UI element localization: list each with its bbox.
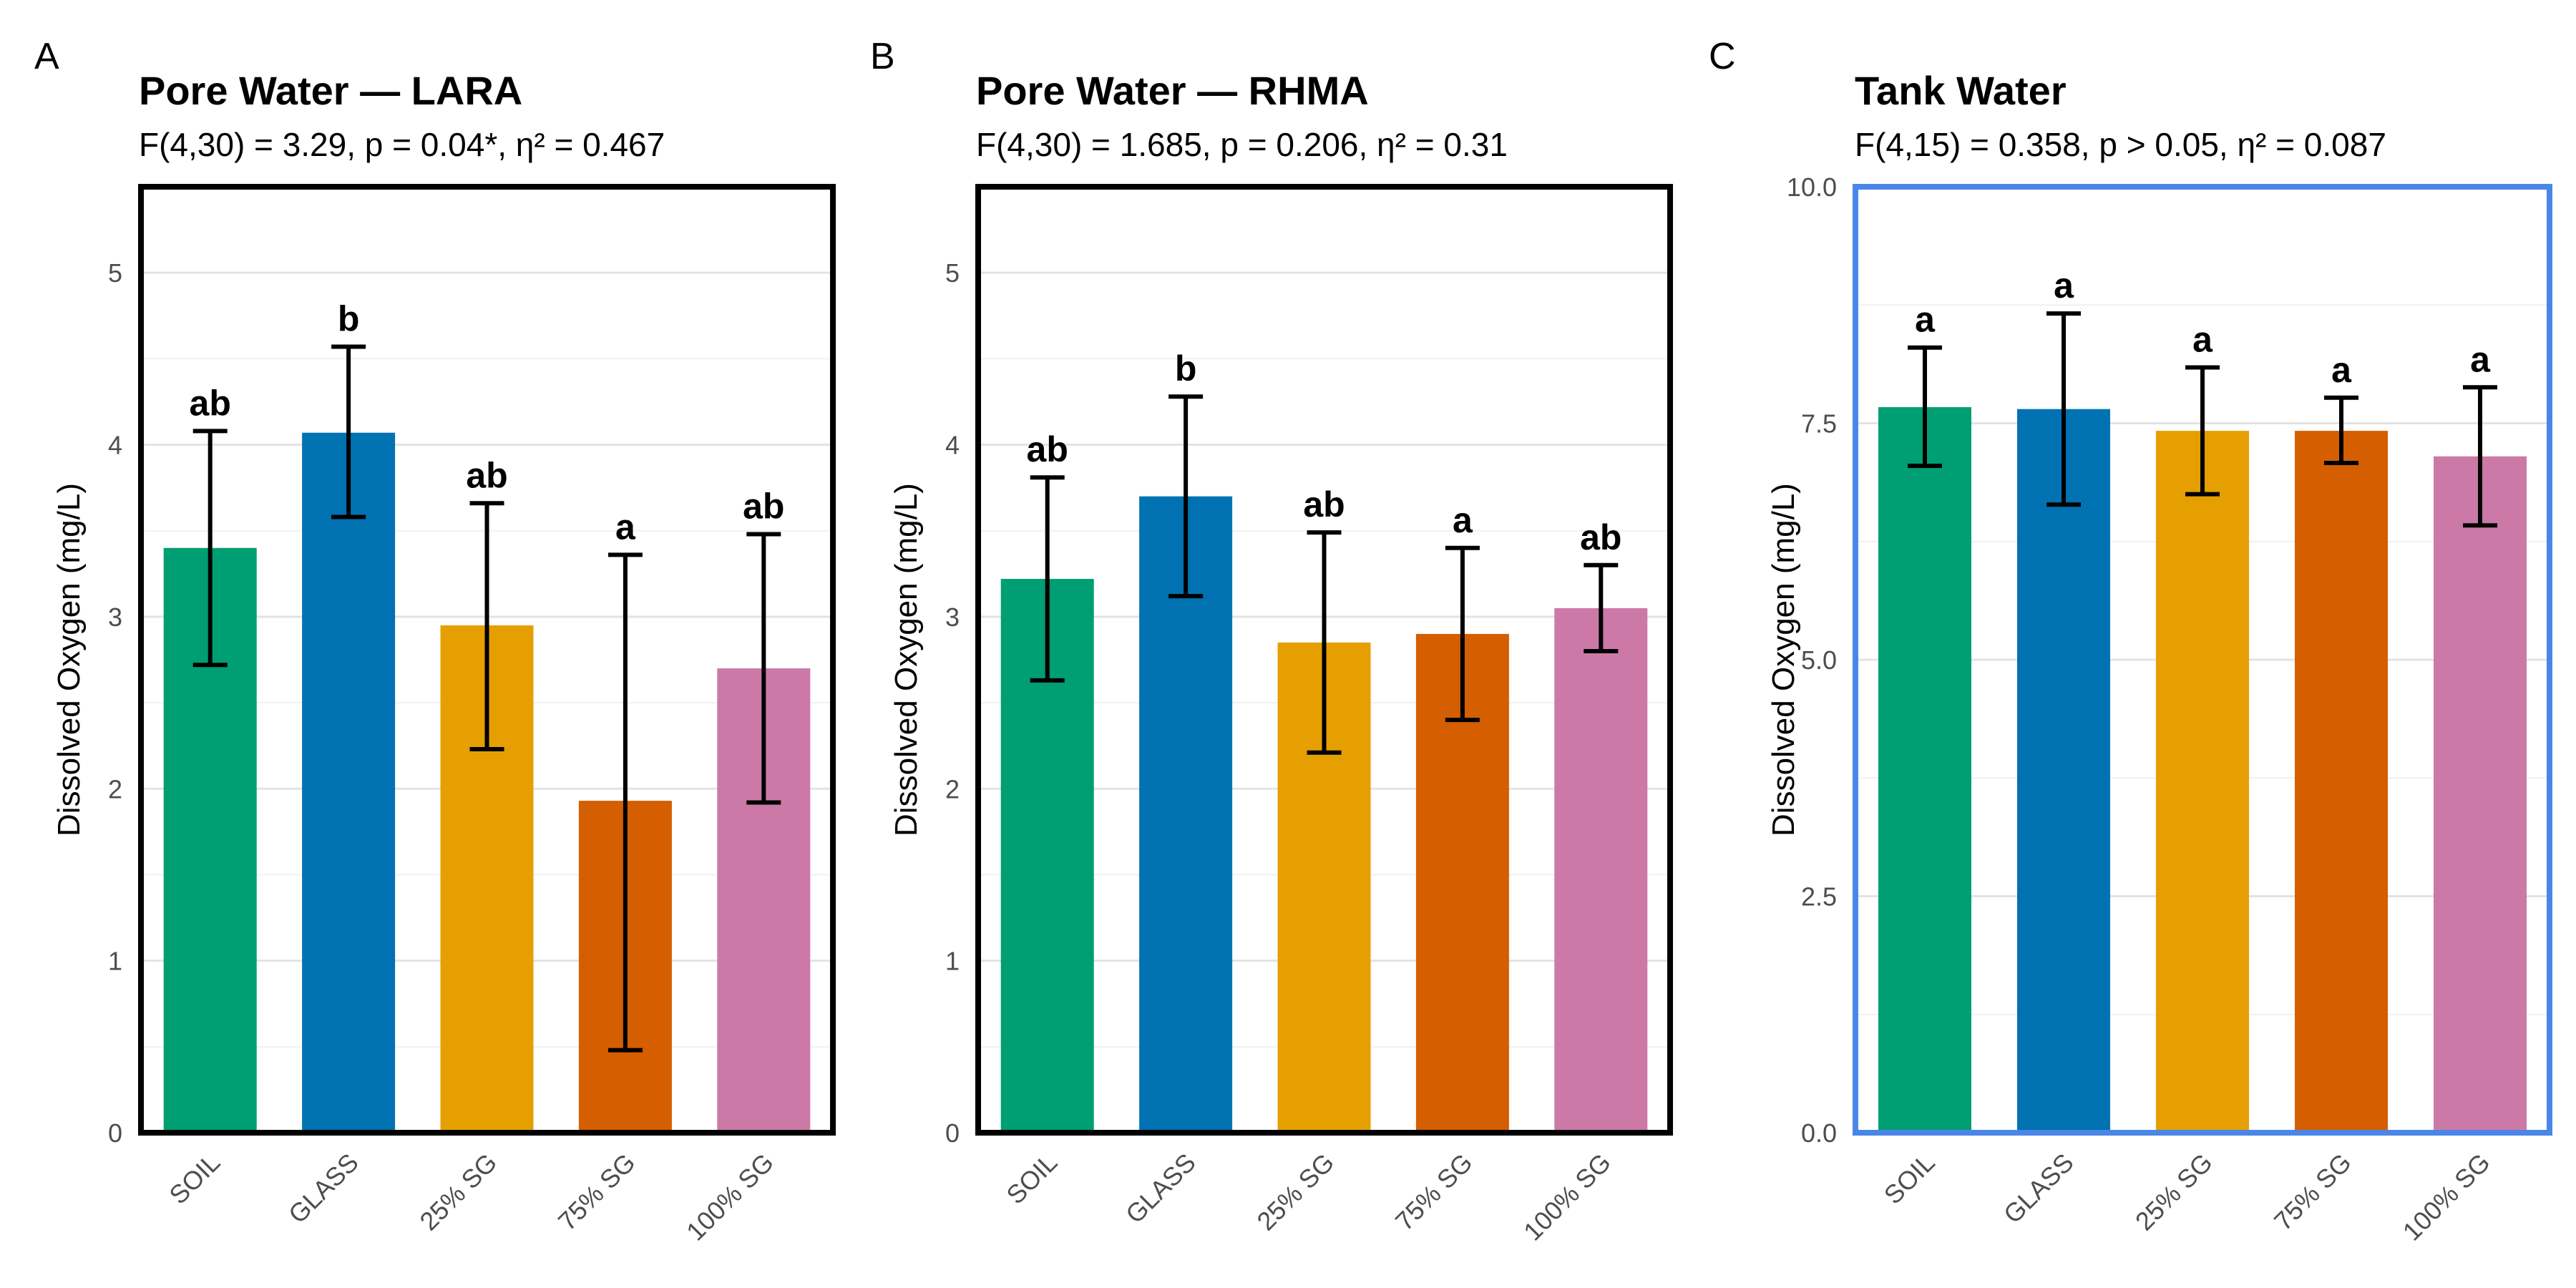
plot-frame	[138, 184, 836, 1136]
significance-label: ab	[466, 455, 507, 495]
y-tick-label: 0	[108, 1118, 122, 1148]
y-tick-label: 4	[945, 431, 960, 460]
significance-label: a	[615, 507, 636, 547]
chart-subtitle: F(4,15) = 0.358, p > 0.05, η² = 0.087	[1855, 126, 2386, 163]
error-bar	[1169, 394, 1204, 599]
x-tick-label: 25% SG	[2129, 1148, 2218, 1236]
y-axis-label: Dissolved Oxygen (mg/L)	[889, 483, 924, 836]
error-bar	[608, 552, 643, 1053]
y-axis-label: Dissolved Oxygen (mg/L)	[52, 483, 87, 836]
error-bar	[2324, 395, 2358, 466]
significance-label: a	[2470, 339, 2491, 379]
y-tick-label: 1	[945, 947, 960, 976]
y-tick-label: 0.0	[1801, 1118, 1837, 1148]
error-bar	[2046, 311, 2081, 507]
x-tick-label: SOIL	[1000, 1148, 1063, 1210]
panel-letter: A	[34, 36, 59, 77]
x-tick-label: GLASS	[283, 1148, 364, 1229]
bar-glass	[1139, 496, 1233, 1133]
panel-letter: C	[1709, 36, 1736, 77]
y-tick-label: 5.0	[1801, 645, 1837, 675]
bar-75-sg	[2295, 431, 2388, 1133]
panel-letter: B	[870, 36, 895, 77]
significance-label: ab	[743, 487, 784, 527]
significance-label: a	[2192, 320, 2213, 360]
significance-label: ab	[1027, 429, 1068, 469]
panel-b: B Pore Water — RHMA F(4,30) = 1.685, p = 0…	[870, 36, 1673, 1246]
x-tick-label: 25% SG	[414, 1148, 502, 1236]
error-bar	[746, 532, 781, 805]
y-tick-label: 5	[108, 258, 122, 288]
error-bar	[1908, 345, 1942, 468]
bar-glass	[302, 432, 396, 1133]
x-tick-label: SOIL	[163, 1148, 225, 1210]
significance-label: b	[1175, 348, 1197, 389]
y-axis-label: Dissolved Oxygen (mg/L)	[1766, 483, 1801, 836]
significance-label: a	[2331, 350, 2352, 390]
x-tick-label: SOIL	[1878, 1148, 1941, 1210]
y-tick-label: 4	[108, 431, 122, 460]
y-tick-label: 2.5	[1801, 882, 1837, 912]
significance-label: ab	[190, 383, 231, 423]
chart-title: Pore Water — LARA	[139, 68, 522, 113]
x-tick-label: 75% SG	[1390, 1148, 1478, 1236]
x-tick-label: GLASS	[1120, 1148, 1201, 1229]
significance-label: a	[1915, 300, 1936, 340]
y-tick-label: 3	[945, 602, 960, 632]
plot-frame	[1853, 184, 2552, 1136]
x-tick-label: 100% SG	[1518, 1148, 1616, 1246]
error-bar	[469, 501, 504, 751]
significance-label: ab	[1303, 484, 1345, 525]
y-tick-label: 2	[945, 774, 960, 804]
chart-subtitle: F(4,30) = 1.685, p = 0.206, η² = 0.31	[976, 126, 1508, 163]
y-tick-label: 7.5	[1801, 409, 1837, 439]
x-tick-label: 75% SG	[552, 1148, 641, 1236]
x-tick-label: 75% SG	[2268, 1148, 2357, 1236]
significance-label: ab	[1580, 517, 1621, 557]
bar-100-sg	[2434, 456, 2527, 1133]
x-tick-label: 25% SG	[1251, 1148, 1340, 1236]
panel-a: A Pore Water — LARA F(4,30) = 3.29, p = 0.…	[34, 36, 836, 1246]
chart-title: Tank Water	[1855, 68, 2067, 113]
error-bar	[2463, 385, 2497, 528]
x-tick-label: GLASS	[1998, 1148, 2079, 1229]
bar-100-sg	[1554, 608, 1648, 1133]
error-bar	[331, 344, 366, 519]
error-bar	[1030, 475, 1065, 683]
y-tick-label: 10.0	[1787, 172, 1837, 202]
y-tick-label: 3	[108, 602, 122, 632]
x-tick-label: 100% SG	[680, 1148, 779, 1246]
error-bar	[1307, 530, 1342, 755]
y-tick-label: 0	[945, 1118, 960, 1148]
chart-title: Pore Water — RHMA	[976, 68, 1369, 113]
significance-label: b	[338, 299, 360, 339]
significance-label: a	[2054, 265, 2074, 306]
error-bar	[192, 429, 228, 668]
x-tick-label: 100% SG	[2397, 1148, 2496, 1246]
y-tick-label: 1	[108, 947, 122, 976]
bar-soil	[1878, 407, 1971, 1133]
chart-subtitle: F(4,30) = 3.29, p = 0.04*, η² = 0.467	[139, 126, 665, 163]
bar-25-sg	[2156, 431, 2249, 1133]
significance-label: a	[1453, 500, 1473, 540]
error-bar	[1445, 545, 1480, 723]
plot-frame	[975, 184, 1673, 1136]
error-bar	[1584, 562, 1619, 653]
bar-glass	[2017, 409, 2110, 1133]
y-tick-label: 2	[108, 774, 122, 804]
panel-c: C Tank Water F(4,15) = 0.358, p > 0.05, η²…	[1709, 36, 2552, 1246]
error-bar	[2185, 365, 2220, 497]
y-tick-label: 5	[945, 258, 960, 288]
